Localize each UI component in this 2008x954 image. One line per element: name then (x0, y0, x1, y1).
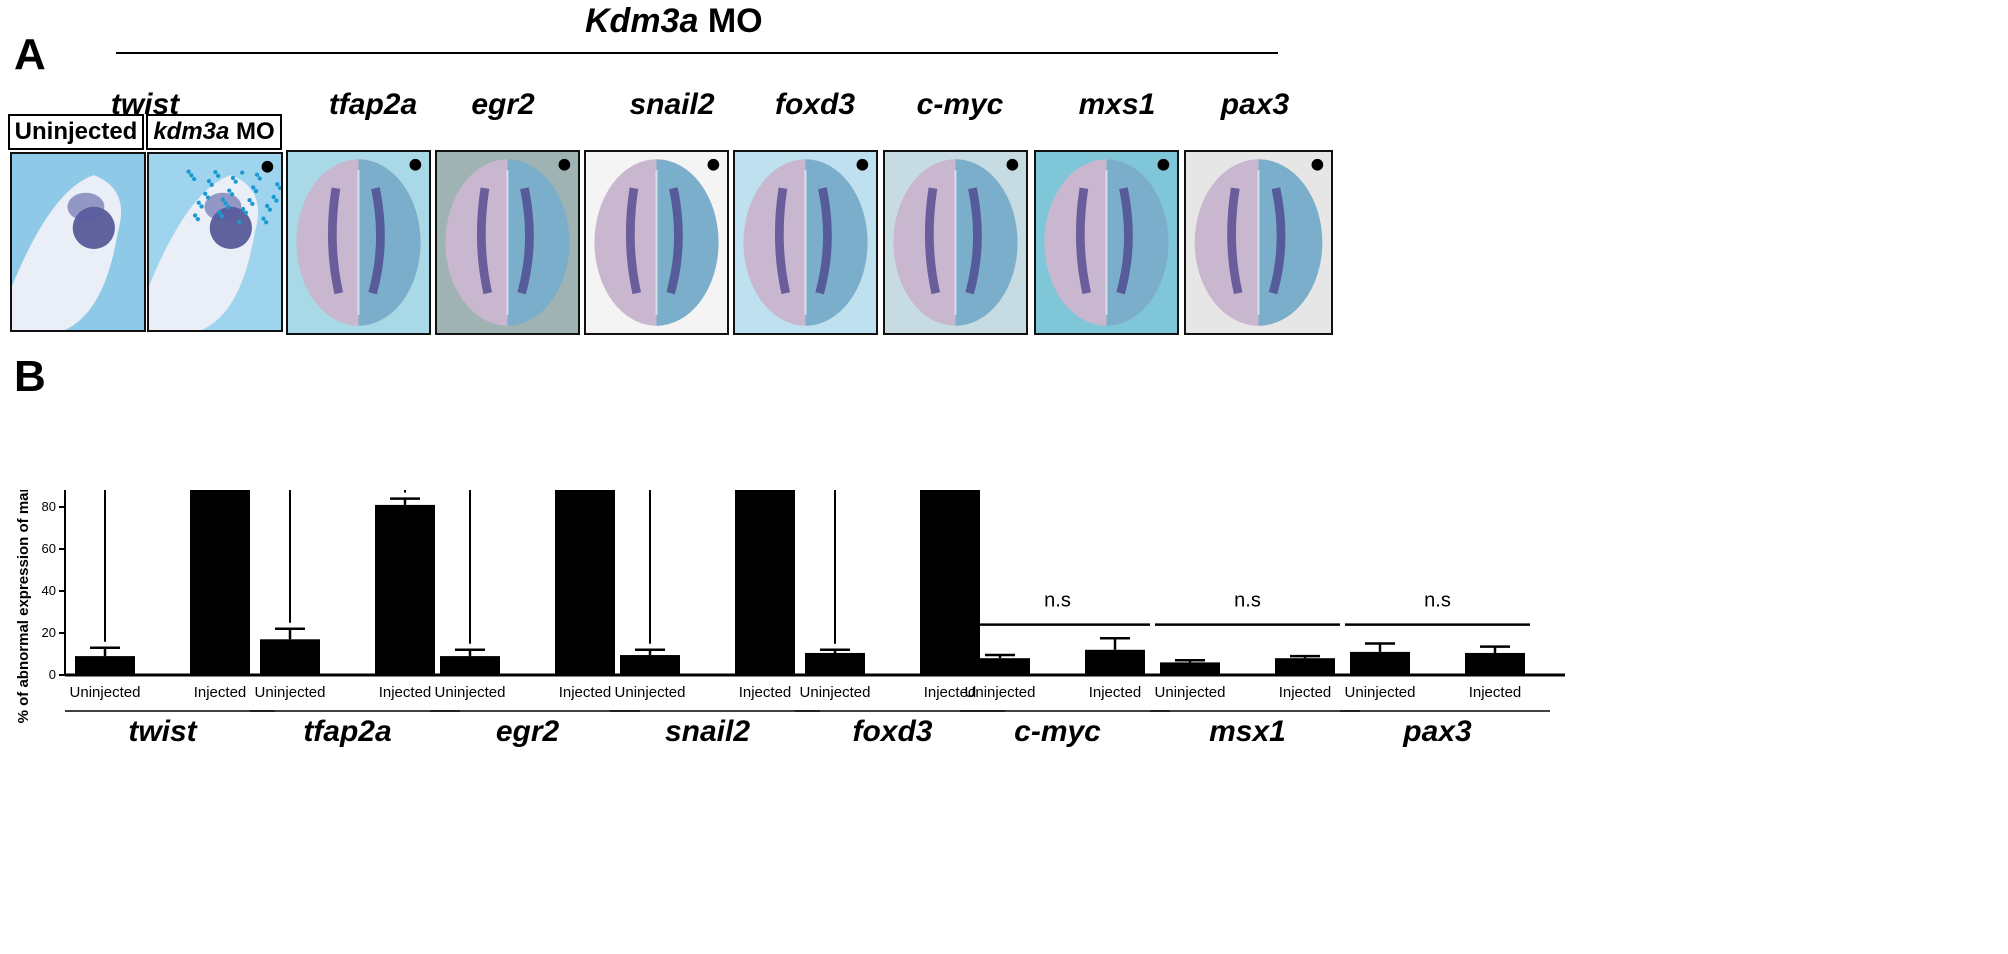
group-label-pax3: pax3 (1402, 715, 1472, 748)
bar-pax3-uninjected (1350, 651, 1410, 675)
bar-c-myc-uninjected (970, 658, 1030, 675)
mo-title-gene: Kdm3a (585, 2, 699, 40)
ns-label-msx1: n.s (1234, 590, 1261, 612)
bar-msx1-uninjected (1160, 662, 1220, 675)
sig-bracket-twist (104, 490, 106, 642)
bar-foxd3-uninjected (805, 652, 865, 675)
bar-label-egr2-1: Injected (559, 684, 612, 701)
bar-label-egr2-0: Uninjected (435, 684, 506, 701)
bar-label-twist-0: Uninjected (70, 684, 141, 701)
kdm3a-mo-label-box: kdm3a MO (146, 114, 282, 150)
bar-twist-injected (190, 490, 250, 675)
embryo-photo-mxs1-injected (1034, 150, 1179, 335)
kdm3a-mo-title: Kdm3a MO (585, 2, 763, 41)
ns-label-pax3: n.s (1424, 590, 1451, 612)
sig-bracket-tfap2a (289, 490, 406, 623)
bar-foxd3-injected (920, 490, 980, 675)
uninjected-label-box: Uninjected (8, 114, 144, 150)
group-label-msx1: msx1 (1209, 715, 1286, 748)
bar-label-pax3-1: Injected (1469, 684, 1522, 701)
embryo-photo-twist-uninjected (10, 152, 146, 332)
y-tick-label-60: 60 (42, 541, 56, 556)
y-tick-label-80: 80 (42, 499, 56, 514)
embryo-photo-c-myc-injected (883, 150, 1028, 335)
y-tick-label-40: 40 (42, 583, 56, 598)
bar-label-snail2-1: Injected (739, 684, 792, 701)
bar-label-c-myc-1: Injected (1089, 684, 1142, 701)
bar-twist-uninjected (75, 656, 135, 675)
y-tick-label-20: 20 (42, 625, 56, 640)
group-label-snail2: snail2 (665, 715, 750, 748)
embryo-photo-pax3-injected (1184, 150, 1333, 335)
bar-c-myc-injected (1085, 649, 1145, 675)
sig-bracket-snail2 (649, 490, 651, 644)
bar-pax3-injected (1465, 652, 1525, 675)
embryo-photo-snail2-injected (584, 150, 729, 335)
embryo-photo-foxd3-injected (733, 150, 878, 335)
bar-tfap2a-uninjected (260, 639, 320, 675)
uninjected-label: Uninjected (14, 118, 138, 145)
y-axis-label: % of abnormal expression of marker genes (15, 490, 32, 723)
kdm3a-mo-label-suffix: MO (229, 118, 275, 145)
embryo-photo-egr2-injected (435, 150, 580, 335)
bar-msx1-injected (1275, 658, 1335, 675)
mo-title-line (116, 52, 1278, 54)
group-label-twist: twist (128, 715, 198, 748)
bar-label-msx1-0: Uninjected (1155, 684, 1226, 701)
bar-tfap2a-injected (375, 504, 435, 675)
bar-label-foxd3-1: Injected (924, 684, 977, 701)
mo-title-suffix: MO (698, 2, 763, 40)
gene-header-tfap2a: tfap2a (328, 88, 418, 121)
bar-label-tfap2a-0: Uninjected (255, 684, 326, 701)
group-label-foxd3: foxd3 (852, 715, 932, 748)
bar-label-pax3-0: Uninjected (1345, 684, 1416, 701)
gene-header-pax3: pax3 (1220, 88, 1290, 121)
panel-b-letter: B (14, 352, 46, 401)
gene-header-foxd3: foxd3 (774, 88, 856, 121)
bar-egr2-uninjected (440, 656, 500, 675)
group-label-c-myc: c-myc (1014, 715, 1101, 748)
gene-header-egr2: egr2 (471, 88, 535, 121)
panel-a-letter: A (14, 30, 46, 79)
gene-header-snail2: snail2 (629, 88, 715, 121)
y-tick-label-0: 0 (49, 667, 56, 682)
bar-label-msx1-1: Injected (1279, 684, 1332, 701)
embryo-photo-twist-injected (147, 152, 283, 332)
bar-snail2-uninjected (620, 655, 680, 675)
abnormal-expression-bar-chart: 020406080100% of abnormal expression of … (15, 490, 1565, 748)
bar-label-c-myc-0: Uninjected (965, 684, 1036, 701)
bar-label-tfap2a-1: Injected (379, 684, 432, 701)
gene-header-c-myc: c-myc (916, 88, 1004, 121)
bar-egr2-injected (555, 490, 615, 675)
bar-label-snail2-0: Uninjected (615, 684, 686, 701)
bar-snail2-injected (735, 490, 795, 675)
group-label-egr2: egr2 (496, 715, 560, 748)
kdm3a-mo-label-gene: kdm3a (153, 118, 230, 145)
ns-label-c-myc: n.s (1044, 590, 1071, 612)
group-label-tfap2a: tfap2a (303, 715, 391, 748)
bar-label-foxd3-0: Uninjected (800, 684, 871, 701)
bar-label-twist-1: Injected (194, 684, 247, 701)
embryo-photo-tfap2a-injected (286, 150, 431, 335)
gene-header-mxs1: mxs1 (1078, 88, 1156, 121)
sig-bracket-egr2 (469, 490, 471, 644)
sig-bracket-foxd3 (834, 490, 836, 644)
